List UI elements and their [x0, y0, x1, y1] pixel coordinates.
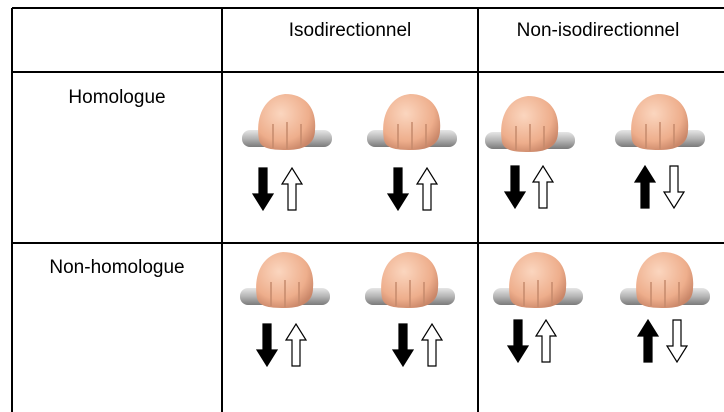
table-grid	[11, 7, 724, 412]
column-header: Non-isodirectionnel	[517, 20, 680, 41]
hands	[239, 93, 711, 309]
column-header: Isodirectionnel	[289, 20, 412, 41]
row-header: Homologue	[68, 87, 165, 108]
row-header: Non-homologue	[49, 257, 184, 278]
arrows	[252, 165, 688, 367]
